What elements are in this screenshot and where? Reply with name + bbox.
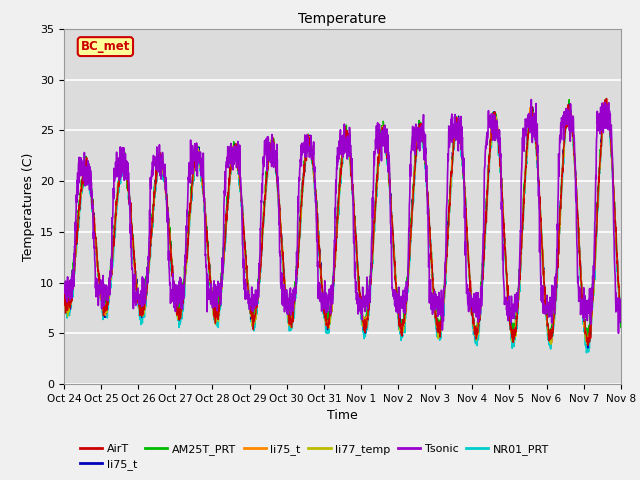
X-axis label: Time: Time	[327, 409, 358, 422]
Title: Temperature: Temperature	[298, 12, 387, 26]
Y-axis label: Temperatures (C): Temperatures (C)	[22, 152, 35, 261]
Legend: AirT, li75_t, AM25T_PRT, li75_t, li77_temp, Tsonic, NR01_PRT: AirT, li75_t, AM25T_PRT, li75_t, li77_te…	[76, 439, 554, 475]
Text: BC_met: BC_met	[81, 40, 130, 53]
